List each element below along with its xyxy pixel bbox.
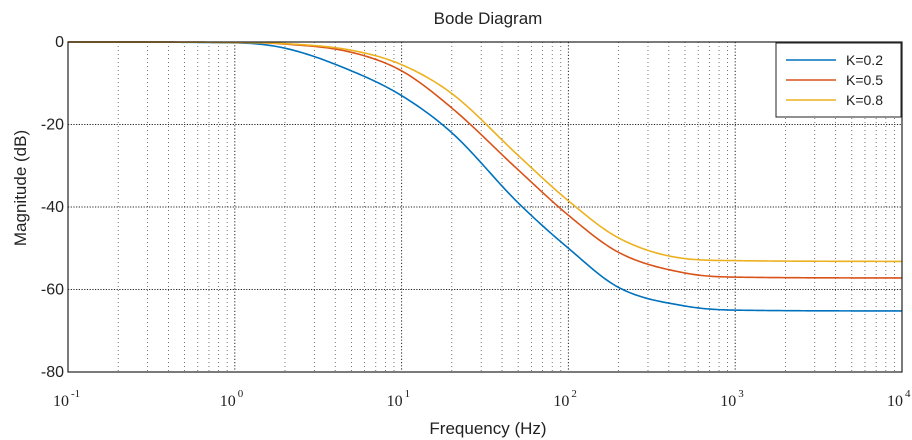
x-axis-label: Frequency (Hz) bbox=[429, 419, 546, 438]
x-tick-label: 10 -1 bbox=[53, 388, 80, 410]
x-tick-exponent: 2 bbox=[571, 388, 577, 400]
x-tick-exponent: 1 bbox=[405, 388, 411, 400]
x-tick-labels: 10 -1 10 0 10 1 10 2 10 3 10 4 bbox=[53, 388, 911, 410]
grid bbox=[68, 42, 902, 372]
x-tick-label: 10 2 bbox=[553, 388, 577, 410]
x-tick-exponent: 4 bbox=[905, 388, 911, 400]
y-tick-label: -40 bbox=[41, 199, 64, 216]
plot-area-frame bbox=[67, 41, 903, 373]
x-tick-exponent: 3 bbox=[738, 388, 744, 400]
x-tick-base: 10 bbox=[387, 393, 403, 410]
legend-label: K=0.8 bbox=[846, 92, 883, 108]
legend-label: K=0.5 bbox=[846, 72, 883, 88]
x-tick-label: 10 0 bbox=[220, 388, 244, 410]
x-tick-base: 10 bbox=[53, 393, 69, 410]
x-tick-base: 10 bbox=[720, 393, 736, 410]
x-tick-label: 10 4 bbox=[887, 388, 911, 410]
x-tick-exponent: -1 bbox=[71, 388, 80, 400]
x-tick-exponent: 0 bbox=[238, 388, 244, 400]
y-axis-label: Magnitude (dB) bbox=[11, 130, 30, 246]
legend: K=0.2 K=0.5 K=0.8 bbox=[775, 42, 902, 118]
y-tick-label: 0 bbox=[55, 34, 64, 51]
x-tick-base: 10 bbox=[553, 393, 569, 410]
y-tick-label: -80 bbox=[41, 364, 64, 381]
y-tick-labels: 0 -20 -40 -60 -80 bbox=[41, 34, 64, 381]
y-tick-label: -60 bbox=[41, 282, 64, 299]
x-tick-base: 10 bbox=[887, 393, 903, 410]
x-tick-base: 10 bbox=[220, 393, 236, 410]
legend-label: K=0.2 bbox=[846, 52, 883, 68]
chart-title: Bode Diagram bbox=[434, 9, 543, 28]
x-tick-label: 10 3 bbox=[720, 388, 744, 410]
y-tick-label: -20 bbox=[41, 117, 64, 134]
legend-box bbox=[775, 42, 902, 118]
x-tick-label: 10 1 bbox=[387, 388, 411, 410]
